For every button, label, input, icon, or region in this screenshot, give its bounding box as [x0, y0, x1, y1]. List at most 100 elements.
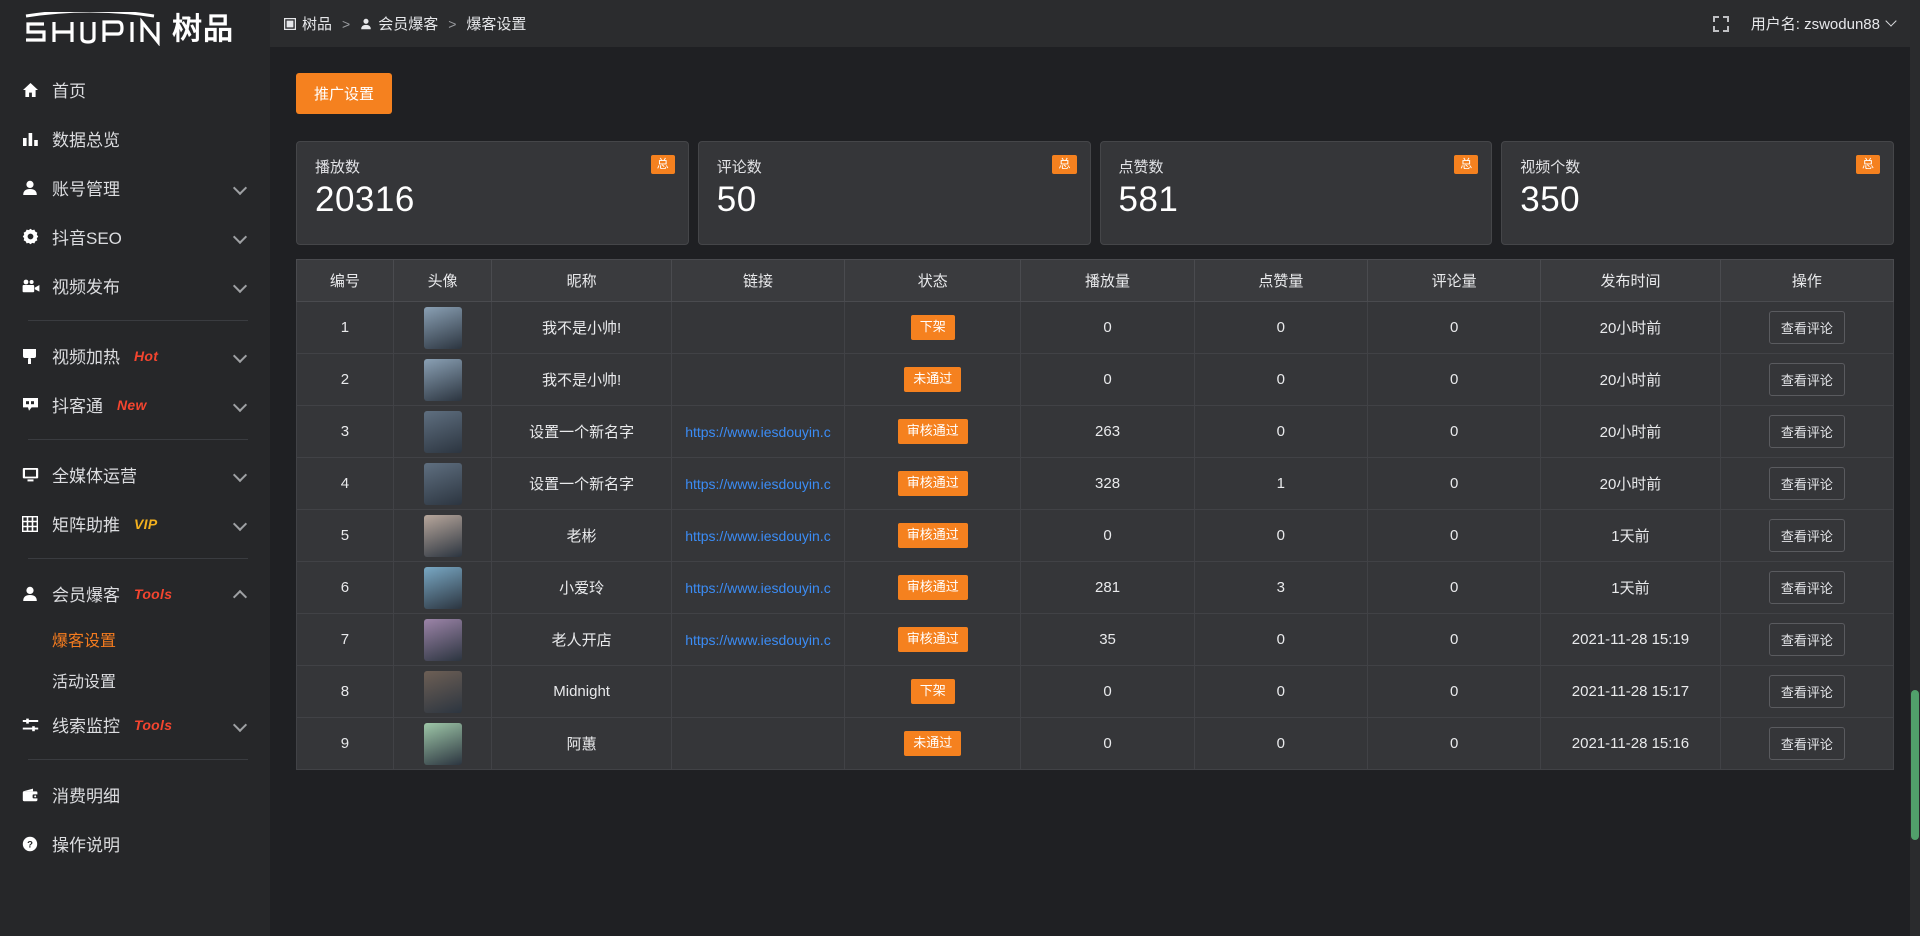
table-row: 8 Midnight 下架 0 0 0 2021-11-28 15:17 查看评论: [296, 665, 1895, 718]
breadcrumb-separator: >: [448, 15, 457, 32]
column-header-link: 链接: [670, 259, 846, 302]
view-comments-button[interactable]: 查看评论: [1768, 519, 1845, 552]
sidebar-item-instructions[interactable]: ? 操作说明: [0, 819, 270, 868]
cell-status: 未通过: [844, 353, 1022, 406]
cell-comments: 0: [1366, 405, 1542, 458]
sidebar-subitem-activity-settings[interactable]: 活动设置: [0, 659, 270, 700]
cell-likes: 0: [1193, 301, 1369, 354]
sidebar-item-media-operations[interactable]: 全媒体运营: [0, 450, 270, 499]
video-link[interactable]: https://www.iesdouyin.c: [685, 475, 831, 492]
breadcrumb-item-member-baoke[interactable]: 会员爆客: [360, 13, 438, 34]
promotion-settings-button[interactable]: 推广设置: [296, 73, 393, 114]
status-badge: 未通过: [904, 367, 962, 392]
cell-plays: 0: [1020, 301, 1195, 354]
cell-plays: 328: [1020, 457, 1195, 510]
column-header-id: 编号: [296, 259, 394, 302]
sidebar-item-label: 抖音SEO: [52, 229, 122, 248]
sidebar-subitem-baoke-settings[interactable]: 爆客设置: [0, 618, 270, 659]
sidebar: 树品 首页 数据总览: [0, 0, 270, 936]
cell-likes: 0: [1193, 405, 1369, 458]
cell-plays: 35: [1020, 613, 1195, 666]
cell-link: [670, 301, 846, 354]
stat-card-title: 播放数: [315, 159, 361, 176]
status-badge: 总: [1454, 155, 1479, 174]
fullscreen-icon[interactable]: [1712, 15, 1729, 32]
breadcrumb-item-root[interactable]: 树品: [284, 13, 332, 34]
sidebar-item-video-boost[interactable]: 视频加热 Hot: [0, 331, 270, 380]
column-header-action: 操作: [1719, 259, 1895, 302]
cell-avatar: [392, 457, 493, 510]
cell-avatar: [392, 405, 493, 458]
table-row: 6 小爱玲 https://www.iesdouyin.c 审核通过 281 3 0 1天前 查…: [296, 561, 1895, 614]
view-comments-button[interactable]: 查看评论: [1768, 727, 1845, 760]
page-scrollbar[interactable]: [1910, 0, 1920, 936]
sidebar-item-matrix-boost[interactable]: 矩阵助推 VIP: [0, 499, 270, 548]
main-area: 树品 > 会员爆客 > 爆客设置 用户名:: [270, 0, 1920, 936]
chevron-down-icon: [234, 181, 248, 195]
cell-publish-time: 20小时前: [1540, 457, 1721, 510]
wallet-icon: [22, 785, 46, 805]
sidebar-item-tag: Tools: [134, 716, 173, 733]
sidebar-item-douketong[interactable]: 抖客通 New: [0, 380, 270, 429]
column-header-status: 状态: [844, 259, 1022, 302]
cell-comments: 0: [1366, 717, 1542, 770]
home-icon: [22, 80, 46, 100]
table-head: 编号 头像 昵称 链接 状态 播放量 点赞量 评论量 发布时间 操作: [296, 259, 1895, 302]
cell-status: 审核通过: [844, 405, 1022, 458]
sidebar-item-tag: Tools: [134, 585, 173, 602]
cell-publish-time: 20小时前: [1540, 301, 1721, 354]
sidebar-item-lead-monitor[interactable]: 线索监控 Tools: [0, 700, 270, 749]
sidebar-item-data-overview[interactable]: 数据总览: [0, 114, 270, 163]
user-icon: [360, 18, 372, 30]
page-scrollbar-thumb[interactable]: [1911, 690, 1919, 840]
sidebar-item-member-baoke[interactable]: 会员爆客 Tools: [0, 569, 270, 618]
video-link[interactable]: https://www.iesdouyin.c: [685, 579, 831, 596]
sidebar-divider: [28, 320, 248, 321]
sidebar-item-label: 账号管理: [52, 180, 120, 199]
view-comments-button[interactable]: 查看评论: [1768, 467, 1845, 500]
stat-card-value: 20316: [315, 180, 415, 219]
view-comments-button[interactable]: 查看评论: [1768, 675, 1845, 708]
cell-comments: 0: [1366, 665, 1542, 718]
stat-card-value: 581: [1118, 180, 1179, 219]
view-comments-button[interactable]: 查看评论: [1768, 363, 1845, 396]
video-link[interactable]: https://www.iesdouyin.c: [685, 527, 831, 544]
sidebar-item-label: 消费明细: [52, 787, 120, 806]
cell-id: 2: [296, 353, 394, 406]
cell-publish-time: 1天前: [1540, 509, 1721, 562]
cell-action: 查看评论: [1719, 613, 1895, 666]
view-comments-button[interactable]: 查看评论: [1768, 623, 1845, 656]
sidebar-item-video-publish[interactable]: 视频发布: [0, 261, 270, 310]
table-row: 4 设置一个新名字 https://www.iesdouyin.c 审核通过 328 1 0…: [296, 457, 1895, 510]
cell-avatar: [392, 301, 493, 354]
stat-card-comments: 评论数 50 总: [697, 141, 1091, 245]
user-menu[interactable]: 用户名: zswodun88: [1751, 13, 1896, 34]
sidebar-item-douyin-seo[interactable]: 抖音SEO: [0, 212, 270, 261]
cell-likes: 0: [1193, 613, 1369, 666]
video-link[interactable]: https://www.iesdouyin.c: [685, 423, 831, 440]
sidebar-item-account-management[interactable]: 账号管理: [0, 163, 270, 212]
cell-comments: 0: [1366, 561, 1542, 614]
breadcrumb-separator: >: [342, 15, 351, 32]
cell-id: 5: [296, 509, 394, 562]
column-header-avatar: 头像: [392, 259, 493, 302]
view-comments-button[interactable]: 查看评论: [1768, 311, 1845, 344]
svg-text:?: ?: [27, 839, 33, 850]
cell-link: [670, 665, 846, 718]
view-comments-button[interactable]: 查看评论: [1768, 415, 1845, 448]
sidebar-item-consumption-detail[interactable]: 消费明细: [0, 770, 270, 819]
user-icon: [22, 584, 46, 604]
cell-likes: 0: [1193, 665, 1369, 718]
sidebar-item-label: 线索监控: [52, 717, 120, 736]
brand-logo[interactable]: 树品: [0, 0, 270, 57]
user-icon: [22, 178, 46, 198]
view-comments-button[interactable]: 查看评论: [1768, 571, 1845, 604]
video-link[interactable]: https://www.iesdouyin.c: [685, 631, 831, 648]
cell-plays: 263: [1020, 405, 1195, 458]
sidebar-item-home[interactable]: 首页: [0, 65, 270, 114]
cell-publish-time: 2021-11-28 15:19: [1540, 613, 1721, 666]
cell-action: 查看评论: [1719, 301, 1895, 354]
status-badge: 审核通过: [897, 575, 968, 600]
cell-plays: 0: [1020, 665, 1195, 718]
